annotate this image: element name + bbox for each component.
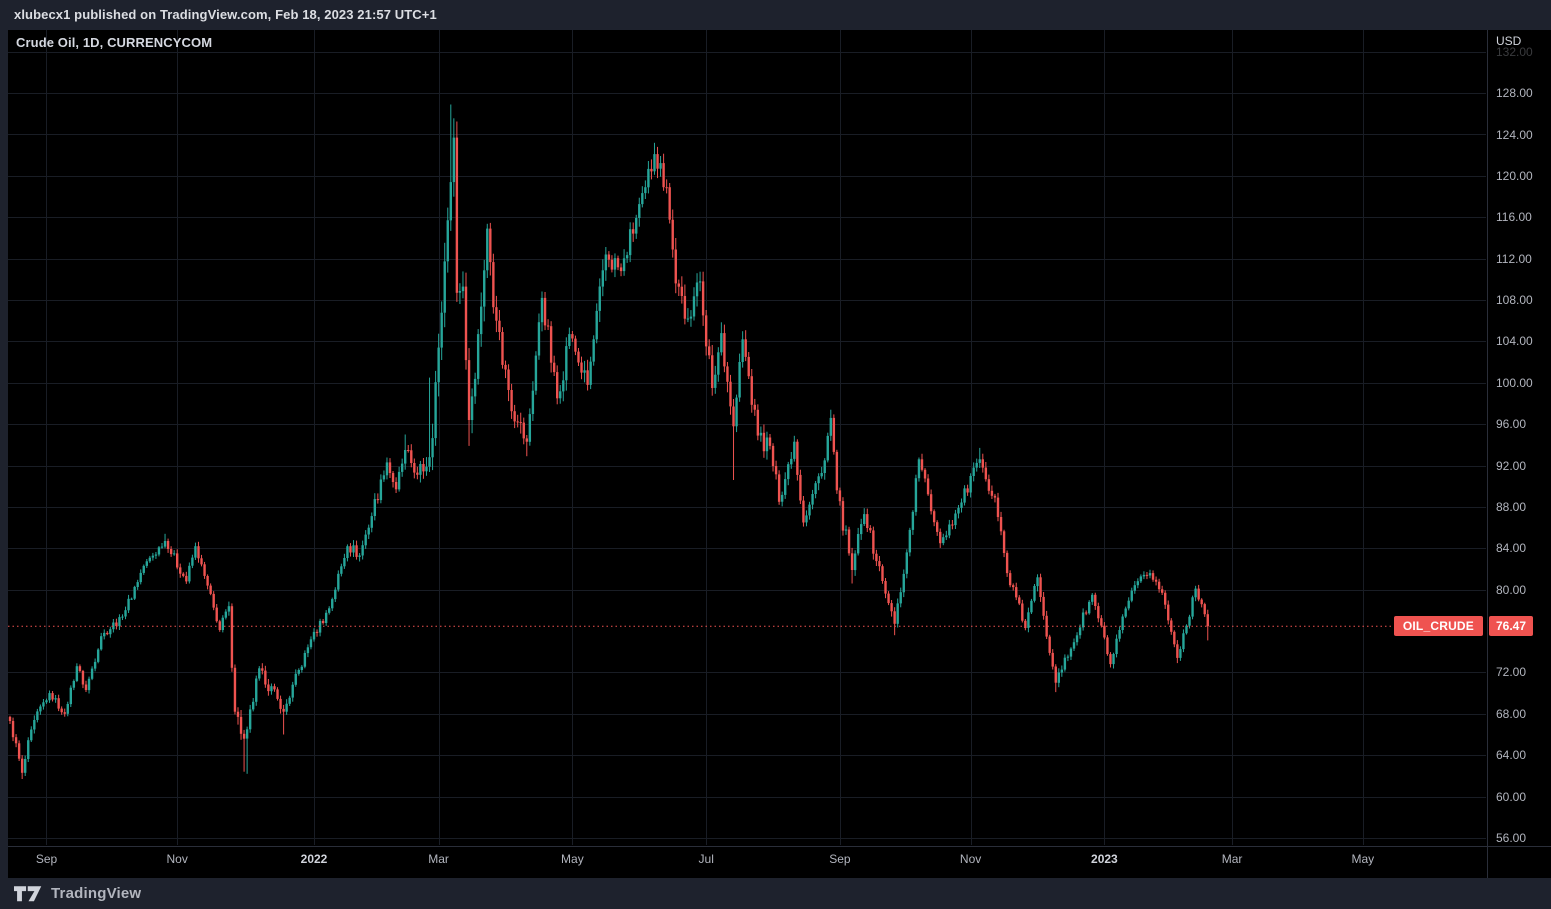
- time-axis-tick: Jul: [698, 852, 714, 866]
- last-price-flag: 76.47: [1489, 616, 1534, 637]
- price-axis-tick: 80.00: [1496, 582, 1527, 597]
- price-axis-tick: 124.00: [1496, 127, 1533, 142]
- price-axis-tick: 60.00: [1496, 789, 1527, 804]
- time-axis-tick: Mar: [1221, 852, 1243, 866]
- price-axis-tick: 84.00: [1496, 541, 1527, 556]
- time-axis-tick: 2022: [300, 852, 328, 866]
- price-axis-tick: 132.00: [1496, 44, 1533, 59]
- price-axis-tick: 108.00: [1496, 293, 1533, 307]
- time-axis-tick: Mar: [428, 852, 449, 866]
- price-axis-tick: 104.00: [1496, 334, 1533, 349]
- tradingview-logo-icon[interactable]: [14, 885, 43, 902]
- currency-label: USD: [1496, 34, 1522, 48]
- tradingview-wordmark[interactable]: TradingView: [51, 885, 142, 902]
- price-axis-tick: 100.00: [1496, 375, 1533, 390]
- price-axis-tick: 96.00: [1496, 417, 1527, 432]
- price-axis-tick: 72.00: [1496, 665, 1527, 680]
- candlestick-series: [8, 104, 1209, 779]
- symbol-legend[interactable]: Crude Oil, 1D, CURRENCYCOM: [16, 34, 212, 52]
- time-axis-tick: Nov: [166, 852, 188, 866]
- time-axis-tick: Sep: [35, 852, 58, 866]
- time-axis-tick: 2023: [1091, 852, 1118, 866]
- time-axis-tick: May: [1351, 852, 1375, 866]
- price-axis-tick: 56.00: [1496, 830, 1527, 845]
- publish-bar: xlubecx1 published on TradingView.com, F…: [0, 0, 1551, 30]
- time-axis-separator: [8, 846, 1551, 847]
- price-axis-tick: 128.00: [1496, 86, 1533, 101]
- price-axis-tick: 116.00: [1496, 210, 1532, 225]
- price-axis-tick: 64.00: [1496, 748, 1527, 763]
- price-axis-tick: 68.00: [1496, 706, 1527, 721]
- price-axis-tick: 88.00: [1496, 499, 1527, 514]
- symbol-title[interactable]: Crude Oil, 1D, CURRENCYCOM: [16, 35, 213, 50]
- time-axis-tick: Sep: [829, 852, 851, 866]
- time-axis-tick: May: [561, 852, 584, 866]
- publish-text: xlubecx1 published on TradingView.com, F…: [14, 7, 437, 22]
- footer-bar: TradingView: [0, 878, 1551, 909]
- symbol-price-flag: OIL_CRUDE: [1393, 616, 1483, 637]
- price-axis-tick: 92.00: [1496, 458, 1527, 473]
- price-axis-tick: 120.00: [1496, 168, 1533, 183]
- chart-plot-background: [8, 30, 1551, 878]
- candlestick-chart-canvas[interactable]: [8, 30, 1487, 846]
- price-axis-tick: 112.00: [1496, 251, 1532, 266]
- time-axis-tick: Nov: [959, 852, 982, 866]
- price-axis-separator: [1487, 30, 1488, 878]
